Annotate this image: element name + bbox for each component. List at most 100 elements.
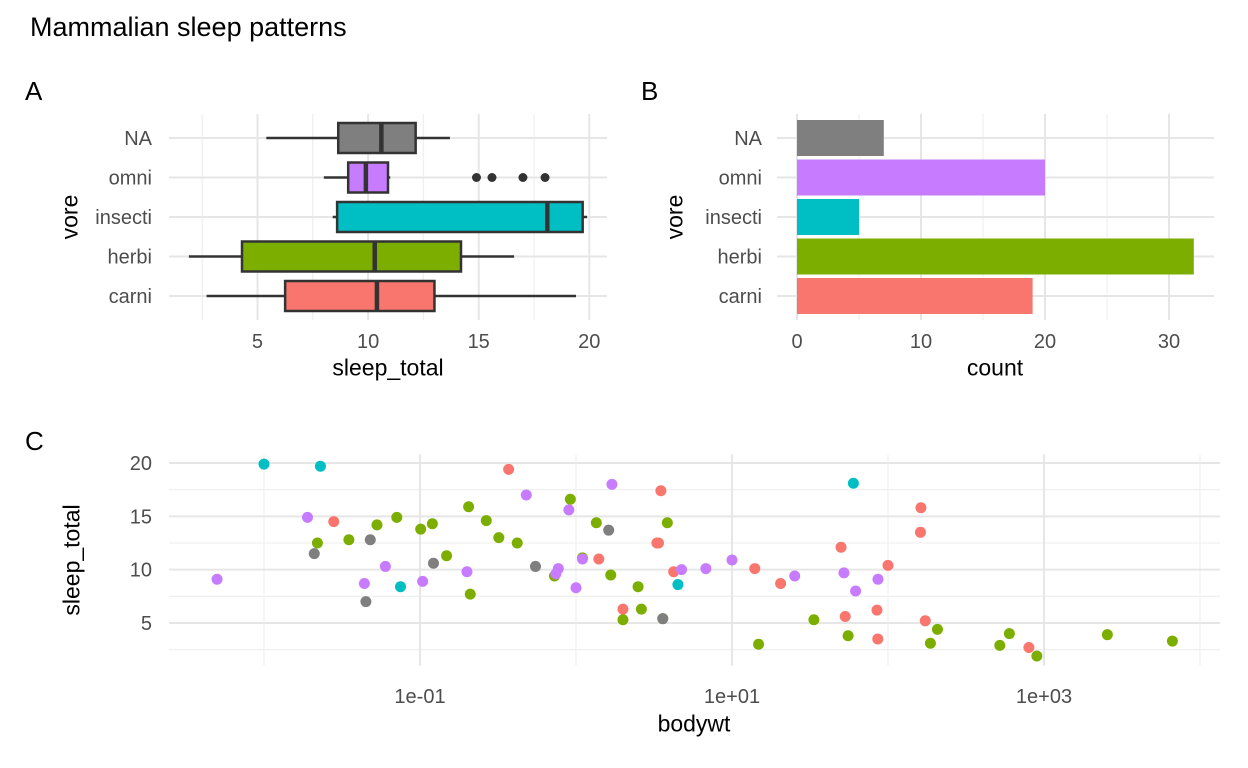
bar-omni: [797, 159, 1045, 196]
scatter-point-carni: [328, 516, 340, 528]
scatter-point-carni: [503, 463, 515, 475]
scatter-point-herbi: [661, 517, 673, 529]
panel-a-tag: A: [25, 76, 43, 106]
scatter-point-herbi: [493, 532, 505, 544]
panel-a-category-label: insecti: [95, 207, 152, 229]
scatter-point-omni: [563, 504, 575, 516]
scatter-point-NA: [364, 534, 376, 546]
scatter-point-omni: [838, 567, 850, 579]
boxplot-box-herbi: [240, 240, 463, 273]
scatter-point-herbi: [590, 517, 602, 529]
panel-b-category-label: insecti: [705, 207, 762, 229]
scatter-point-carni: [919, 615, 931, 627]
scatter-point-NA: [360, 596, 372, 608]
panel-a-x-tick-label: 5: [252, 331, 263, 353]
figure-title: Mammalian sleep patterns: [30, 12, 347, 42]
scatter-point-herbi: [632, 581, 644, 593]
panel-c-x-tick-label: 1e+03: [1016, 686, 1072, 708]
scatter-point-carni: [617, 603, 629, 615]
bar-insecti: [797, 199, 859, 235]
scatter-point-carni: [653, 537, 665, 549]
scatter-point-omni: [461, 566, 473, 578]
scatter-point-insecti: [395, 581, 407, 593]
panel-b-y-axis-title: vore: [661, 194, 688, 240]
scatter-point-herbi: [464, 588, 476, 600]
scatter-point-NA: [657, 613, 669, 625]
scatter-point-herbi: [605, 569, 617, 581]
scatter-point-herbi: [931, 623, 943, 635]
panel-b-x-tick-label: 20: [1034, 331, 1056, 353]
scatter-point-carni: [882, 559, 894, 571]
scatter-point-insecti: [672, 579, 684, 591]
scatter-point-herbi: [753, 638, 765, 650]
scatter-point-herbi: [842, 630, 854, 642]
scatter-point-carni: [872, 633, 884, 645]
scatter-point-herbi: [463, 501, 475, 513]
scatter-point-herbi: [1101, 629, 1113, 641]
scatter-point-herbi: [415, 523, 427, 535]
scatter-point-omni: [570, 582, 582, 594]
bar-NA: [797, 120, 884, 156]
scatter-point-herbi: [511, 537, 523, 549]
outlier-point-omni: [471, 173, 481, 182]
panel-a-x-tick-label: 10: [357, 331, 379, 353]
panel-c-x-tick-label: 1e-01: [394, 686, 445, 708]
scatter-point-carni: [593, 553, 605, 565]
panel-a-x-tick-label: 15: [468, 331, 490, 353]
scatter-point-omni: [850, 585, 862, 597]
panel-c-x-axis-title: bodywt: [657, 710, 731, 737]
boxplot-box-insecti: [335, 200, 584, 234]
scatter-point-herbi: [1031, 650, 1043, 662]
panel-b-category-label: herbi: [718, 247, 762, 269]
scatter-point-carni: [839, 611, 851, 623]
scatter-point-carni: [914, 526, 926, 538]
panel-c-y-tick-label: 20: [130, 453, 152, 475]
outlier-point-omni: [518, 173, 528, 182]
bar-herbi: [797, 238, 1194, 275]
scatter-point-herbi: [1166, 635, 1178, 647]
scatter-point-herbi: [480, 515, 492, 527]
scatter-point-omni: [700, 563, 712, 575]
scatter-point-insecti: [258, 458, 270, 470]
scatter-point-omni: [417, 575, 429, 587]
scatter-point-carni: [655, 485, 667, 497]
panel-a-category-label: omni: [109, 168, 152, 190]
scatter-point-omni: [606, 478, 618, 490]
scatter-point-omni: [520, 489, 532, 501]
scatter-point-insecti: [847, 477, 859, 489]
scatter-point-omni: [301, 511, 313, 523]
scatter-point-omni: [358, 577, 370, 589]
panel-a-x-tick-label: 20: [578, 331, 600, 353]
panel-b-category-label: NA: [734, 128, 762, 150]
panel-a-category-label: herbi: [108, 247, 152, 269]
scatter-point-herbi: [391, 511, 403, 523]
panel-b-category-label: omni: [719, 168, 762, 190]
scatter-point-herbi: [426, 518, 438, 530]
scatter-point-carni: [835, 541, 847, 553]
panel-c-y-tick-label: 10: [130, 560, 152, 582]
scatter-point-herbi: [808, 614, 820, 626]
panel-c-tag: C: [25, 426, 44, 456]
panel-b-x-tick-label: 0: [791, 331, 802, 353]
scatter-point-omni: [211, 573, 223, 585]
panel-b-category-label: carni: [719, 286, 762, 308]
panel-a-y-axis-title: vore: [56, 194, 83, 240]
panel-a-category-label: NA: [124, 128, 152, 150]
boxplot-box-NA: [336, 121, 417, 155]
scatter-point-herbi: [1003, 628, 1015, 640]
scatter-point-NA: [427, 557, 439, 569]
scatter-point-NA: [603, 524, 615, 536]
boxplot-box-carni: [283, 279, 436, 313]
panel-b-x-tick-label: 10: [910, 331, 932, 353]
scatter-point-carni: [749, 563, 761, 575]
scatter-point-herbi: [311, 537, 323, 549]
scatter-point-omni: [576, 553, 588, 565]
scatter-point-carni: [1023, 641, 1035, 653]
bar-carni: [797, 278, 1033, 314]
scatter-point-herbi: [564, 493, 576, 505]
scatter-point-insecti: [314, 460, 326, 472]
panel-a-x-axis-title: sleep_total: [332, 354, 444, 381]
scatter-point-herbi: [994, 639, 1006, 651]
